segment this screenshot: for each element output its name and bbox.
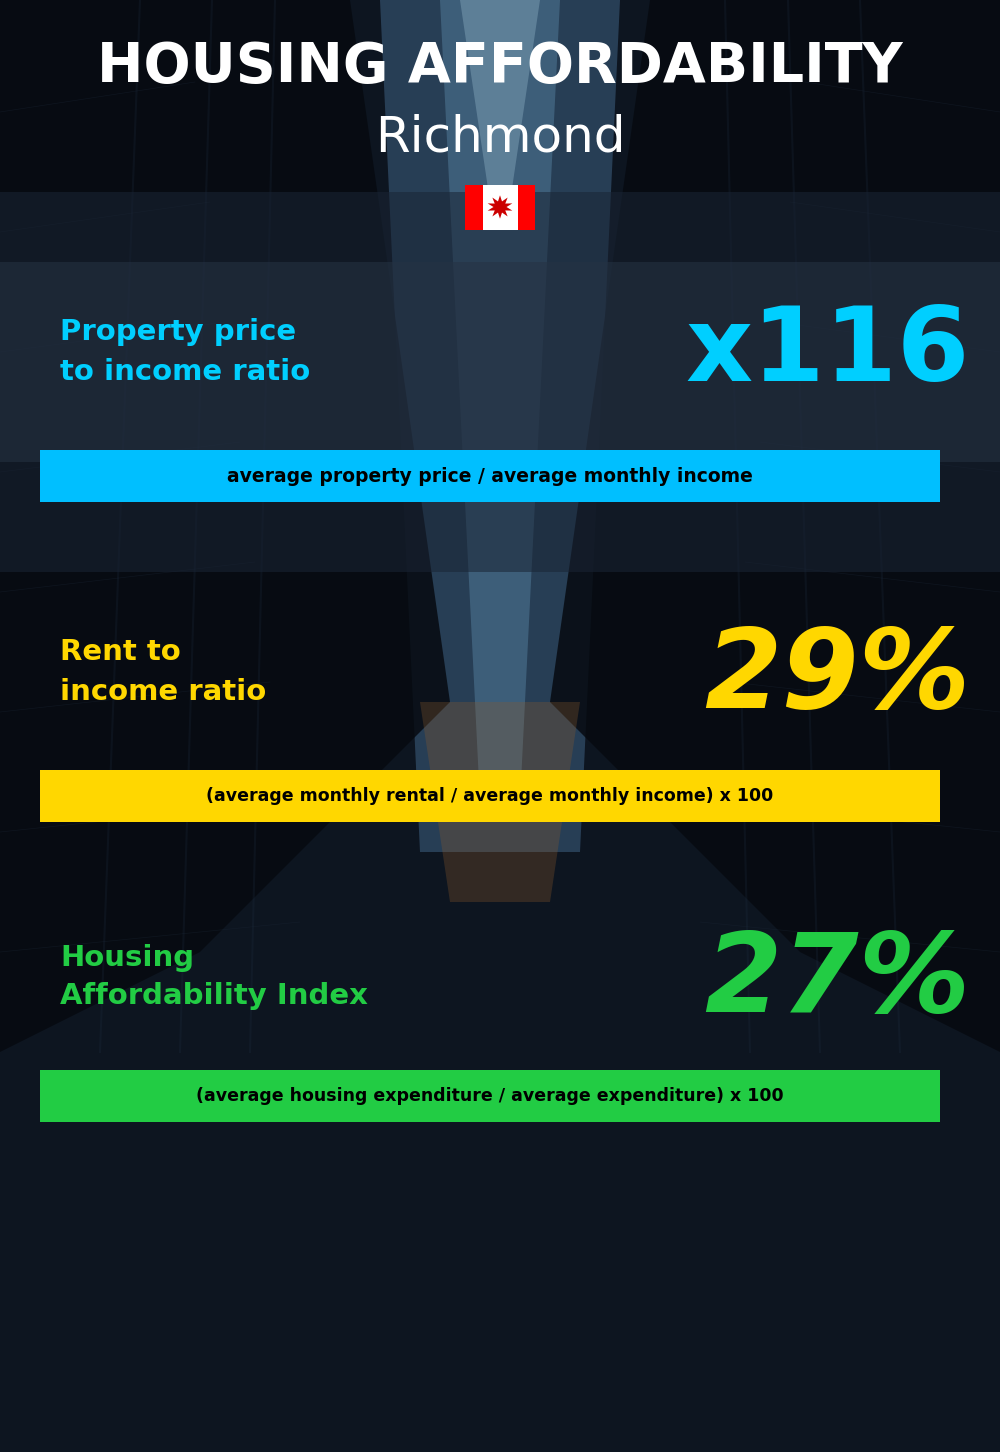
Text: Housing
Affordability Index: Housing Affordability Index [60,944,368,1011]
Polygon shape [420,701,580,902]
Bar [40,1070,940,1122]
Bar [0,192,1000,572]
Text: (average housing expenditure / average expenditure) x 100: (average housing expenditure / average e… [196,1088,784,1105]
Polygon shape [440,0,560,802]
Polygon shape [460,0,540,202]
Bar [0,261,1000,462]
Polygon shape [0,0,450,1053]
Bar [482,184,518,229]
Text: x116: x116 [686,302,970,402]
Text: Property price
to income ratio: Property price to income ratio [60,318,310,385]
Text: HOUSING AFFORDABILITY: HOUSING AFFORDABILITY [97,41,903,94]
Bar [465,184,483,229]
Text: average property price / average monthly income: average property price / average monthly… [227,466,753,485]
Bar [518,184,535,229]
Bar [40,450,940,502]
Text: 27%: 27% [704,928,970,1035]
Polygon shape [380,0,620,852]
Text: 29%: 29% [704,623,970,730]
Text: Richmond: Richmond [375,113,625,161]
Bar [465,184,483,229]
Text: (average monthly rental / average monthly income) x 100: (average monthly rental / average monthl… [206,787,774,804]
Bar [40,770,940,822]
Polygon shape [550,0,1000,1053]
Text: Rent to
income ratio: Rent to income ratio [60,639,266,706]
Polygon shape [488,196,512,219]
